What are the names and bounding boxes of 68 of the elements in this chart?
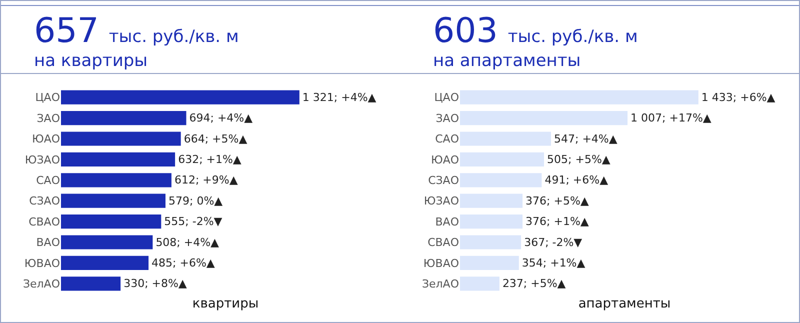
data-label: 330; +8%▲ [124,277,188,290]
bar [61,90,300,104]
bar [61,214,162,229]
data-label: 547; +4%▲ [554,132,618,146]
y-tick-label: ВАО [36,236,60,250]
y-tick-label: ЗАО [436,112,460,125]
y-tick-label: ЮАО [32,132,60,146]
data-label: 505; +5%▲ [547,152,611,166]
y-tick-label: ЗелАО [22,278,60,290]
x-axis-title: апартаменты [578,296,671,312]
bar [61,194,166,208]
data-label: 508; +4%▲ [156,236,220,249]
data-label: 237; +5%▲ [502,277,566,290]
bar [61,276,121,291]
bar [460,152,544,166]
data-label: 632; +1%▲ [178,152,242,166]
bar [460,194,523,208]
y-tick-label: ЦАО [35,91,60,104]
y-tick-label: ЮАО [430,153,460,166]
text: на апартаменты [433,51,582,71]
data-label: 485; +6%▲ [152,256,216,270]
y-tick-label: СЗАО [428,174,460,187]
bar [460,214,523,229]
chart-subtitle: тыс. руб./кв. м [108,27,239,47]
bar [61,152,176,166]
data-label: 376; +5%▲ [526,194,590,208]
bar [460,173,542,188]
data-label: 1 433; +6%▲ [701,90,776,104]
data-label: 694; +4%▲ [189,112,254,125]
bar [61,173,172,188]
data-label: 1 007; +17%▲ [630,112,712,125]
y-tick-label: ВАО [435,215,460,228]
y-tick-label: СВАО [28,215,60,228]
data-label: 1 321; +4%▲ [302,90,377,104]
data-label: 491; +6%▲ [544,174,609,187]
y-tick-label: ЮВАО [24,256,60,270]
y-tick-label: ЮВАО [423,256,460,270]
y-tick-label: ЗелАО [422,278,460,290]
bar [460,111,628,126]
bar [61,235,153,250]
chart-subtitle: тыс. руб./кв. м [508,27,638,47]
x-axis-title: квартиры [192,296,259,312]
y-tick-label: СЗАО [29,194,60,208]
bar [460,256,519,270]
bar [61,256,149,270]
data-label: 664; +5%▲ [184,132,248,146]
y-tick-label: ЗАО [36,112,60,125]
data-label: 612; +9%▲ [174,174,238,187]
chart-title: 603 [433,11,498,51]
data-label: 354; +1%▲ [522,256,586,270]
y-tick-label: ЮЗАО [24,153,60,166]
text: на квартиры [34,51,149,71]
data-label: 376; +1%▲ [526,215,590,228]
y-tick-label: СВАО [428,236,460,250]
data-label: 367; -2%▼ [524,236,583,249]
data-label: 555; -2%▼ [164,215,223,228]
y-tick-label: ЮЗАО [424,194,460,208]
chart-title: 657 [34,11,99,51]
data-label: 579; 0%▲ [168,194,224,208]
bar [61,111,186,126]
y-tick-label: ЦАО [434,91,460,104]
bar [460,235,522,250]
bar [61,132,181,146]
y-tick-label: САО [435,132,460,146]
bar [460,276,500,291]
bar [460,132,551,146]
bar [460,90,698,104]
y-tick-label: САО [36,174,60,187]
